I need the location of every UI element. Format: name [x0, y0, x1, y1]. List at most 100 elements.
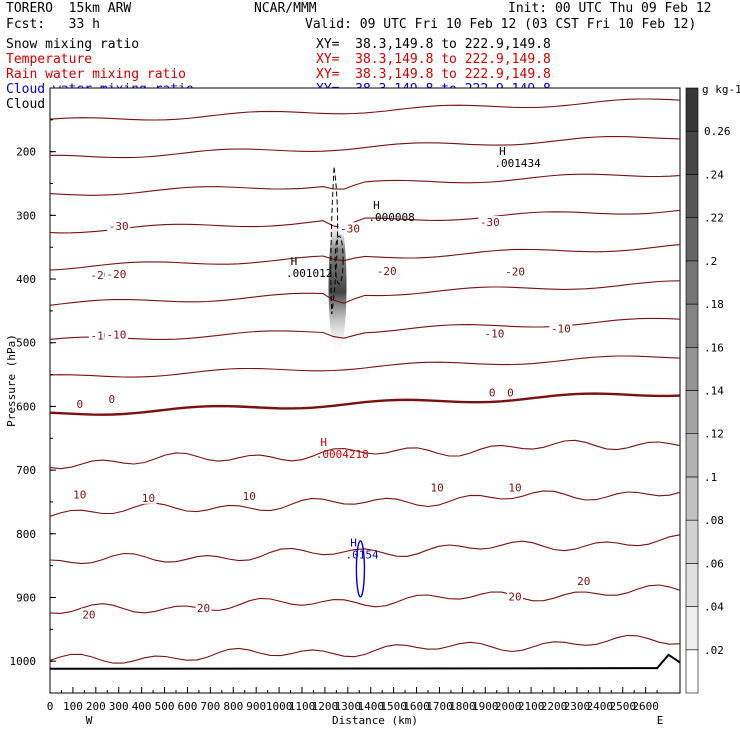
- temperature-label-text: -20: [106, 268, 126, 281]
- temperature-label: -20: [375, 265, 399, 278]
- temperature-label: 10: [429, 481, 446, 495]
- x-tick-label: 400: [132, 700, 152, 713]
- x-tick-label: 700: [200, 700, 220, 713]
- temperature-label-text: -30: [340, 222, 360, 235]
- temperature-label-text: -10: [551, 322, 571, 335]
- plot-frame: [49, 87, 681, 694]
- colorbar-segment: [685, 433, 699, 478]
- temperature-label-bg: [549, 322, 573, 335]
- valid-time: Valid: 09 UTC Fri 10 Feb 12 (03 CST Fri …: [305, 17, 697, 32]
- x-tick-label: 2000: [495, 700, 522, 713]
- y-tick-label: 500: [16, 337, 36, 350]
- extremum-mark: H: [320, 436, 327, 449]
- temperature-label-text: 0: [76, 398, 83, 411]
- temperature-label: -20: [104, 268, 128, 281]
- temperature-label: -30: [107, 219, 131, 233]
- snow-shading: [328, 215, 347, 356]
- colorbar-segment: [685, 563, 699, 607]
- y-tick-label: 300: [16, 209, 36, 222]
- temperature-label-bg: [505, 386, 515, 399]
- field-xy-range: XY= 38.3,149.8 to 222.9,149.8: [316, 67, 551, 82]
- temperature-label-text: 0: [489, 387, 496, 400]
- temperature-label-text: -10: [106, 329, 126, 342]
- colorbar-segment: [685, 606, 699, 651]
- y-tick-label: 1000: [10, 655, 37, 668]
- field-xy-range: XY= 38.3,149.8 to 222.9,149.8: [316, 37, 551, 52]
- x-tick-label: 0: [47, 700, 54, 713]
- field-name: Rain water mixing ratio: [6, 67, 187, 82]
- extremum-mark: H: [499, 145, 506, 158]
- x-tick-label: 1700: [426, 700, 453, 713]
- x-tick-label: 2400: [587, 700, 614, 713]
- colorbar-tick-label: .06: [704, 557, 724, 570]
- colorbar-segment: [685, 346, 699, 391]
- extremum-mark: H: [373, 199, 380, 212]
- temperature-label: 20: [507, 590, 524, 603]
- x-tick-label: 300: [109, 700, 129, 713]
- x-tick-label: 2500: [609, 700, 636, 713]
- temperature-label-text: 20: [197, 602, 210, 615]
- extremum-value: .001434: [494, 157, 541, 170]
- isotherm-line: [50, 136, 681, 159]
- temperature-label: -30: [478, 216, 502, 229]
- extremum-mark: H: [291, 255, 298, 268]
- colorbar-segment: [685, 390, 699, 435]
- colorbar-segment: [685, 303, 699, 348]
- colorbar-tick-label: .2: [704, 255, 717, 268]
- y-tick-label: 800: [16, 528, 36, 541]
- temperature-label-text: 10: [243, 490, 256, 503]
- forecast-hour: Fcst: 33 h: [6, 17, 100, 32]
- temperature-label-text: -10: [484, 327, 504, 340]
- x-tick-label: 1400: [357, 700, 384, 713]
- colorbar-segment: [685, 519, 699, 564]
- temperature-label-text: 20: [577, 575, 590, 588]
- temperature-label-bg: [482, 327, 506, 340]
- y-tick-label: 600: [16, 400, 36, 413]
- field-name: Snow mixing ratio: [6, 37, 140, 52]
- temperature-label-text: 20: [82, 608, 95, 621]
- temperature-label: -10: [549, 322, 573, 335]
- colorbar-segment: [685, 649, 699, 694]
- west-label: W: [86, 714, 93, 727]
- temperature-label-bg: [195, 601, 212, 614]
- temperature-label-bg: [429, 481, 446, 494]
- colorbar-tick-label: .12: [704, 428, 724, 441]
- temperature-label: 0: [487, 386, 497, 400]
- temperature-label: 20: [575, 575, 592, 588]
- field-name: Temperature: [6, 52, 93, 67]
- colorbar-segment: [685, 217, 699, 262]
- cloud-ice-contour: [330, 167, 339, 315]
- x-tick-label: 1000: [266, 700, 293, 713]
- isotherm-line: [49, 439, 681, 470]
- temperature-label: 10: [71, 488, 88, 502]
- colorbar-unit: g kg-1: [702, 83, 740, 96]
- temperature-label: -20: [503, 265, 527, 279]
- isotherm-line: [49, 534, 681, 565]
- temperature-label-bg: [507, 481, 524, 494]
- temperature-label-bg: [104, 268, 128, 281]
- temperature-label-bg: [338, 222, 362, 235]
- isotherm-line: [49, 280, 681, 306]
- temperature-label-text: 10: [431, 482, 444, 495]
- isotherm-line: [49, 98, 681, 121]
- colorbar-segment: [685, 87, 699, 132]
- extremum-value: .001012: [286, 267, 332, 280]
- colorbar-tick-label: .24: [704, 168, 724, 181]
- temperature-label-bg: [107, 219, 131, 232]
- temperature-label-bg: [107, 393, 117, 406]
- temperature-label-text: 0: [109, 393, 116, 406]
- x-tick-label: 1500: [380, 700, 407, 713]
- x-tick-label: 1100: [289, 700, 316, 713]
- isotherm-line: [49, 244, 681, 271]
- temperature-label: 10: [507, 481, 524, 495]
- temperature-label-bg: [75, 398, 85, 411]
- temperature-label-text: 10: [508, 482, 521, 495]
- temperature-label-text: -30: [109, 220, 129, 233]
- x-tick-label: 2200: [541, 700, 568, 713]
- colorbar-tick-label: .18: [704, 298, 724, 311]
- init-time: Init: 00 UTC Thu 09 Feb 12: [508, 1, 712, 16]
- extremum-mark: H: [350, 537, 357, 550]
- temperature-label: 10: [241, 489, 258, 503]
- colorbar-segment: [685, 260, 699, 305]
